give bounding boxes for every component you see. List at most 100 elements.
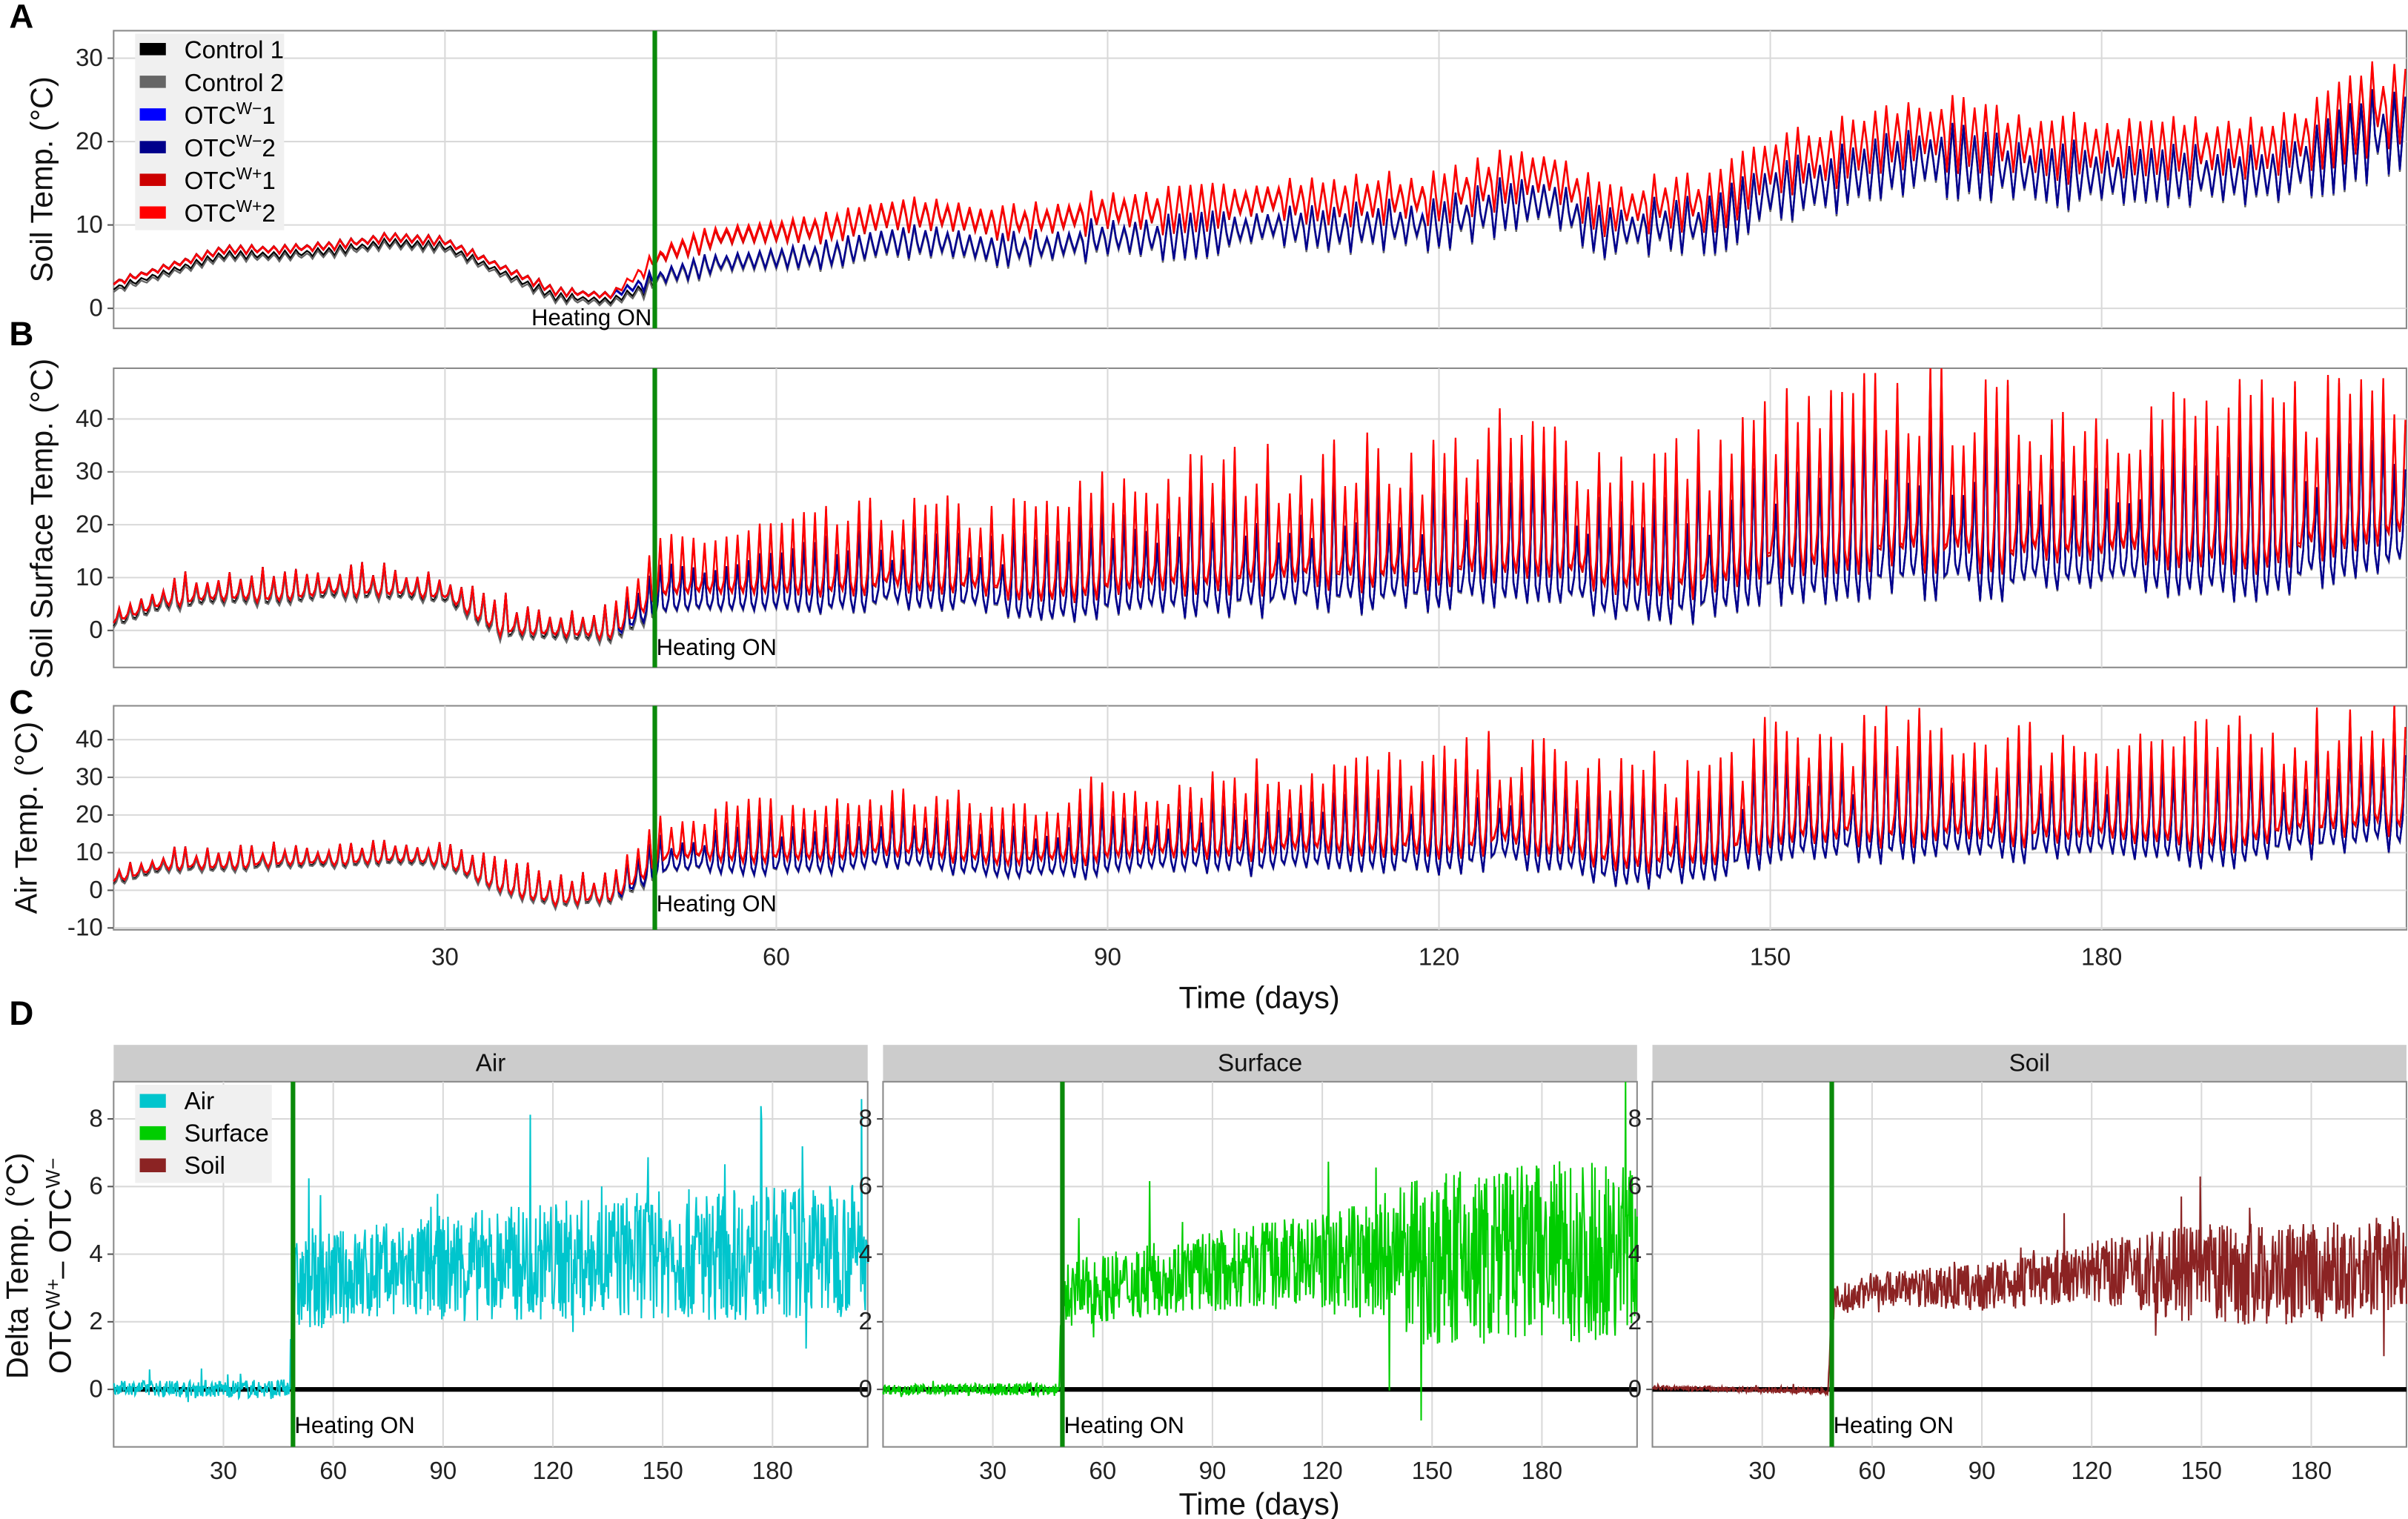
heating-on-label: Heating ON (531, 305, 651, 330)
series-otc-w-plus-2 (113, 705, 2407, 908)
y-tick-label: 4 (858, 1240, 872, 1268)
legend-d: Air Surface Soil (135, 1084, 272, 1183)
x-tick-label: 150 (642, 1457, 683, 1485)
y-tick-label: 0 (1628, 1375, 1642, 1403)
x-tick-label: 180 (2081, 943, 2122, 971)
delta-series-surface (882, 1081, 1638, 1421)
y-tick-label: 4 (1628, 1240, 1642, 1268)
y-axis-label-d-line1: Delta Temp. (°C) (0, 1153, 34, 1380)
x-tick-label: 120 (1419, 943, 1459, 971)
x-tick-label: 120 (2072, 1457, 2112, 1485)
label-part: – OTC (43, 1189, 77, 1279)
x-tick-label: 120 (532, 1457, 573, 1485)
legend-entry: Control 1 (185, 37, 284, 64)
y-tick-label: 6 (858, 1173, 872, 1200)
y-tick-label: 8 (858, 1105, 872, 1132)
facet-strip-label: Soil (2009, 1049, 2050, 1077)
y-tick-label: 2 (1628, 1308, 1642, 1335)
y-tick-label: 40 (76, 726, 103, 754)
y-tick-label: 30 (76, 458, 103, 485)
y-axis-label-c: Air Temp. (°C) (10, 722, 44, 914)
x-axis-label-d: Time (days) (1179, 1487, 1340, 1519)
y-tick-label: 8 (89, 1105, 102, 1132)
legend-entry-suffix: 2 (262, 200, 275, 227)
y-tick-label: 10 (76, 211, 103, 239)
legend-entry-suffix: 1 (262, 167, 275, 195)
legend-entry-sup: W+ (236, 164, 262, 183)
y-tick-label: 0 (89, 877, 102, 904)
legend-entry-sup: W− (236, 131, 262, 150)
x-tick-label: 180 (752, 1457, 793, 1485)
y-tick-label: 0 (858, 1375, 872, 1403)
facet-strip (1652, 1045, 2407, 1082)
x-tick-label: 150 (1750, 943, 1791, 971)
x-tick-label: 60 (319, 1457, 347, 1485)
x-tick-label: 180 (1522, 1457, 1562, 1485)
y-tick-label: 0 (89, 294, 102, 322)
legend-swatch (139, 1158, 166, 1173)
x-tick-label: 30 (210, 1457, 237, 1485)
legend-entry-suffix: 2 (262, 135, 275, 162)
heating-on-label: Heating ON (1064, 1412, 1184, 1438)
y-tick-label: 4 (89, 1240, 102, 1268)
panel-letter-c: C (9, 683, 33, 721)
x-tick-label: 150 (2181, 1457, 2222, 1485)
y-tick-label: 30 (76, 44, 103, 72)
y-axis-label-b: Soil Surface Temp. (°C) (24, 359, 59, 679)
x-tick-label: 90 (429, 1457, 457, 1485)
x-tick-label: 120 (1301, 1457, 1342, 1485)
y-tick-label: 8 (1628, 1105, 1642, 1132)
y-tick-label: 20 (76, 801, 103, 828)
legend-entry-sup: W− (236, 99, 262, 118)
legend-entry: OTCW+2 (185, 196, 276, 227)
legend-entry-base: OTC (185, 200, 236, 227)
heating-on-label: Heating ON (657, 891, 777, 917)
legend-entry-base: OTC (185, 102, 236, 130)
legend-entry: Control 2 (185, 70, 284, 97)
x-axis-label-abc: Time (days) (1179, 980, 1340, 1014)
heating-on-label: Heating ON (1834, 1412, 1954, 1438)
y-tick-label: 0 (89, 616, 102, 644)
legend-entry: OTCW−1 (185, 99, 276, 130)
legend-entry-base: OTC (185, 135, 236, 162)
y-tick-label: 0 (89, 1375, 102, 1403)
x-tick-label: 60 (1089, 1457, 1116, 1485)
panel-letter-b: B (9, 315, 33, 353)
y-axis-label-d-line2: OTCW+– OTCW− (42, 1158, 77, 1374)
x-tick-label: 90 (1968, 1457, 1996, 1485)
legend-swatch (139, 206, 166, 219)
y-tick-label: 6 (89, 1173, 102, 1200)
series-otc-w-plus-2 (113, 368, 2407, 642)
plot-panel (113, 30, 2407, 330)
x-tick-label: 150 (1412, 1457, 1453, 1485)
y-tick-label: 6 (1628, 1173, 1642, 1200)
facet-strip-label: Surface (1218, 1049, 1302, 1077)
legend-swatch (139, 108, 166, 121)
y-tick-label: -10 (67, 914, 103, 942)
x-tick-label: 30 (979, 1457, 1006, 1485)
y-tick-label: 10 (76, 564, 103, 591)
legend-entry-base: Control 2 (185, 70, 284, 97)
legend-entry-sup: W+ (236, 196, 262, 216)
panel-letter-a: A (9, 0, 33, 35)
y-tick-label: 20 (76, 127, 103, 155)
label-sup: W+ (42, 1279, 64, 1309)
x-tick-label: 90 (1198, 1457, 1226, 1485)
label-part: OTC (43, 1309, 77, 1374)
legend-entry: OTCW+1 (185, 164, 276, 195)
plot-panel (113, 705, 2407, 931)
facet-strip-label: Air (476, 1049, 505, 1077)
legend-entry: Soil (185, 1152, 225, 1180)
x-tick-label: 60 (763, 943, 790, 971)
legend-entry: Surface (185, 1120, 269, 1148)
y-tick-label: 10 (76, 839, 103, 866)
legend-entry: Air (185, 1088, 214, 1115)
legend-swatch (139, 173, 166, 186)
delta-series-air (113, 1099, 869, 1403)
legend-swatch (139, 1094, 166, 1108)
y-tick-label: 2 (89, 1308, 102, 1335)
legend-swatch (139, 1126, 166, 1140)
delta-series-soil (1652, 1176, 2407, 1397)
